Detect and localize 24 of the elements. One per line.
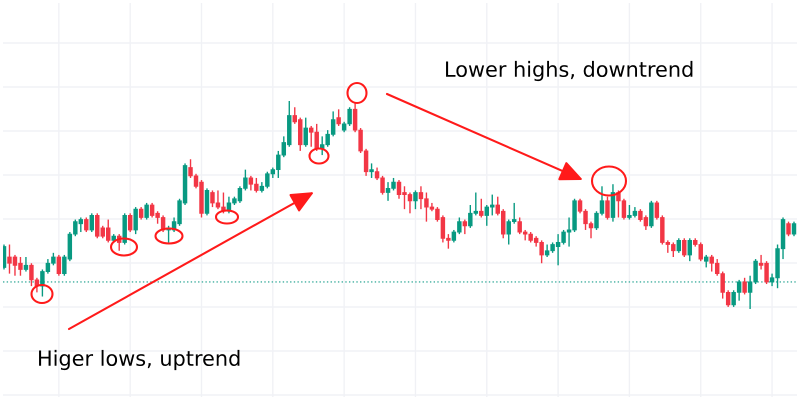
candlestick (369, 162, 374, 179)
candlestick (462, 218, 468, 235)
candlestick (138, 206, 144, 220)
candlestick (204, 188, 210, 216)
candlestick (688, 238, 692, 262)
candlestick (605, 196, 610, 220)
candlestick (479, 198, 484, 218)
candlestick (128, 212, 132, 233)
candlestick (336, 108, 341, 127)
candlestick (90, 212, 94, 233)
candlestick (56, 254, 62, 276)
candlestick (84, 216, 89, 233)
text: Lower highs, downtrend (446, 60, 692, 82)
candlestick (413, 190, 418, 210)
text: Higer lows, uptrend (39, 350, 240, 370)
candlestick (144, 202, 149, 220)
candlestick (649, 200, 654, 229)
candlestick (742, 277, 747, 296)
candlestick (304, 116, 308, 148)
candlestick (676, 238, 682, 254)
candlestick (24, 256, 28, 272)
candlestick (704, 254, 708, 268)
candlestick (133, 206, 138, 235)
candlestick (682, 238, 687, 258)
